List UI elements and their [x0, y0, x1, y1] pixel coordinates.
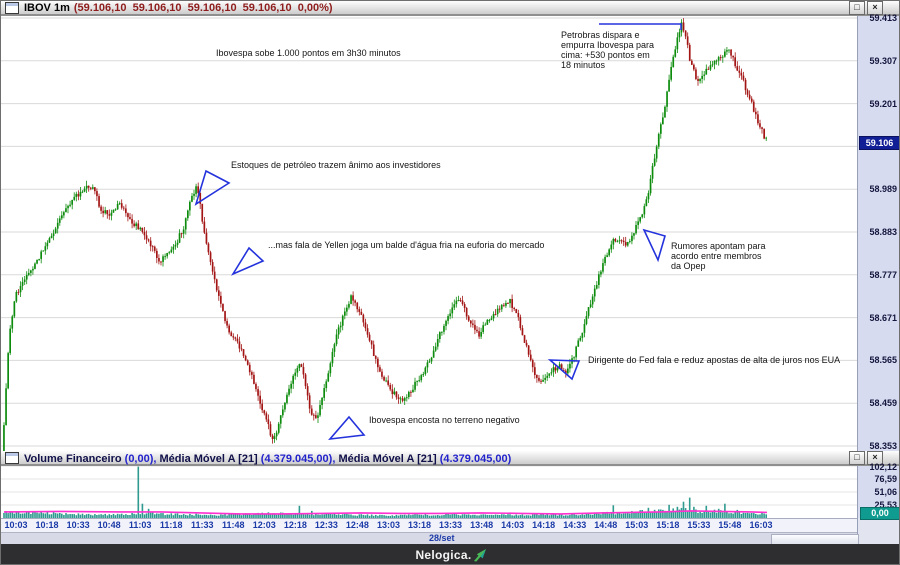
- main-chart-ohlc-values: (59.106,10 59.106,10 59.106,10 59.106,10…: [73, 1, 333, 14]
- price-axis-label: 58.989: [869, 184, 897, 195]
- volume-bars: [3, 466, 767, 518]
- time-axis-label: 10:18: [35, 520, 59, 530]
- main-chart-titlebar: IBOV 1m (59.106,10 59.106,10 59.106,10 5…: [1, 1, 899, 16]
- time-axis-label: 14:03: [501, 520, 525, 530]
- chart-annotation: ...mas fala de Yellen joga um balde d'ág…: [268, 240, 545, 250]
- time-axis-label: 10:33: [66, 520, 90, 530]
- candle-wicks: [3, 18, 767, 451]
- window-restore-icon[interactable]: [5, 451, 19, 464]
- volume-axis[interactable]: 0,00 102,12 76,59 51,06 25,53: [857, 462, 899, 520]
- candlestick-chart-canvas[interactable]: Ibovespa sobe 1.000 pontos em 3h30 minut…: [1, 16, 857, 451]
- nelogica-arrow-icon: [473, 549, 486, 562]
- maximize-button[interactable]: □: [849, 450, 865, 465]
- volume-axis-label: 76,59: [874, 474, 897, 485]
- time-axis-label: 11:48: [222, 520, 245, 530]
- time-axis-label: 12:48: [345, 520, 369, 530]
- time-axis-label: 12:03: [252, 520, 276, 530]
- price-chart-svg: [1, 17, 857, 451]
- axis-corner: [857, 518, 899, 544]
- volume-title-segment: (0,00),: [124, 452, 160, 465]
- price-gridlines: [1, 17, 857, 447]
- candle-bodies: [3, 22, 767, 451]
- volume-panel-title: Volume Financeiro (0,00), Média Móvel A …: [24, 449, 511, 467]
- maximize-button[interactable]: □: [849, 1, 865, 15]
- time-axis-label: 14:18: [532, 520, 556, 530]
- annotation-triangle: [328, 415, 366, 441]
- volume-chart-svg: [1, 466, 857, 518]
- time-axis-label: 12:33: [314, 520, 338, 530]
- chart-annotation: Estoques de petróleo trazem ânimo aos in…: [231, 160, 441, 170]
- main-window-controls: □ ×: [849, 1, 883, 15]
- price-axis-label: 59.307: [869, 55, 897, 66]
- time-axis-label: 13:33: [439, 520, 463, 530]
- annotation-triangle: [642, 228, 666, 263]
- price-axis-label: 59.413: [869, 13, 897, 23]
- chart-annotation: Ibovespa encosta no terreno negativo: [369, 415, 520, 425]
- chart-annotation: Petrobras dispara e empurra Ibovespa par…: [561, 30, 655, 70]
- volume-chart-canvas[interactable]: [1, 466, 857, 518]
- price-axis-label: 58.353: [869, 441, 897, 451]
- time-axis-label: 13:18: [408, 520, 432, 530]
- volume-gridlines: [1, 466, 857, 506]
- close-button[interactable]: ×: [867, 450, 883, 465]
- volume-window-controls: □ ×: [849, 450, 883, 465]
- date-scrollbar[interactable]: 28/set: [1, 532, 859, 545]
- volume-title-segment: (4.379.045,00),: [260, 452, 339, 465]
- time-axis-label: 10:48: [97, 520, 121, 530]
- volume-title-segment: Volume Financeiro: [24, 452, 125, 465]
- time-axis-label: 14:48: [594, 520, 618, 530]
- volume-axis-label: 102,12: [869, 461, 897, 472]
- time-axis[interactable]: 10:03 10:18 10:33 10:48 11:03 11:18 11:33 11:48…: [1, 518, 857, 532]
- price-axis-label: 58.671: [869, 312, 897, 323]
- volume-axis-label: 25,53: [874, 500, 897, 511]
- annotation-triangle: [194, 169, 231, 206]
- price-axis-label: 58.459: [869, 398, 897, 409]
- time-axis-label: 15:48: [718, 520, 742, 530]
- price-axis[interactable]: 59.106 59.413 59.307 59.201 58.989 58.883 58.…: [857, 13, 899, 451]
- annotation-triangle: [547, 359, 581, 381]
- time-axis-label: 15:18: [656, 520, 680, 530]
- time-axis-label: 12:18: [283, 520, 307, 530]
- drawing-annotations: [194, 23, 682, 441]
- volume-title-segment: Média Móvel A [21]: [338, 452, 440, 465]
- moving-average-line: [3, 510, 768, 515]
- chart-annotation: Dirigente do Fed fala e reduz apostas de…: [588, 355, 841, 365]
- last-price-badge: 59.106: [859, 135, 899, 150]
- window-restore-icon[interactable]: [5, 1, 19, 14]
- price-axis-label: 58.565: [869, 355, 897, 366]
- close-button[interactable]: ×: [867, 1, 883, 15]
- annotation-triangle: [230, 246, 265, 276]
- volume-axis-label: 51,06: [874, 487, 897, 498]
- time-axis-label: 13:03: [376, 520, 400, 530]
- time-axis-label: 11:33: [190, 520, 214, 530]
- time-axis-label: 11:03: [128, 520, 152, 530]
- annotation-pointer-line: [599, 23, 682, 30]
- price-axis-label: 58.883: [869, 227, 897, 237]
- chart-annotation: Ibovespa sobe 1.000 pontos em 3h30 minut…: [216, 48, 401, 58]
- volume-title-segment: Média Móvel A [21]: [159, 452, 261, 465]
- time-axis-label: 15:33: [687, 520, 711, 530]
- time-axis-label: 14:33: [563, 520, 587, 530]
- time-axis-label: 11:18: [159, 520, 183, 530]
- volume-panel-titlebar: Volume Financeiro (0,00), Média Móvel A …: [1, 449, 899, 467]
- chart-annotation: Rumores apontam para acordo entre membro…: [671, 241, 766, 271]
- time-axis-label: 16:03: [749, 520, 773, 530]
- time-axis-label: 15:03: [625, 520, 649, 530]
- last-volume-badge: 0,00: [860, 507, 899, 520]
- price-axis-label: 59.201: [869, 98, 897, 109]
- volume-title-segment: (4.379.045,00): [439, 452, 512, 465]
- nelogica-logo-text: Nelogica.: [415, 548, 472, 562]
- footer-brand-bar: Nelogica.: [1, 544, 899, 564]
- main-chart-title: IBOV 1m: [24, 1, 70, 14]
- date-label: 28/set: [429, 533, 455, 543]
- price-axis-label: 58.777: [869, 269, 897, 280]
- time-axis-label: 13:48: [470, 520, 494, 530]
- time-axis-label: 10:03: [4, 520, 28, 530]
